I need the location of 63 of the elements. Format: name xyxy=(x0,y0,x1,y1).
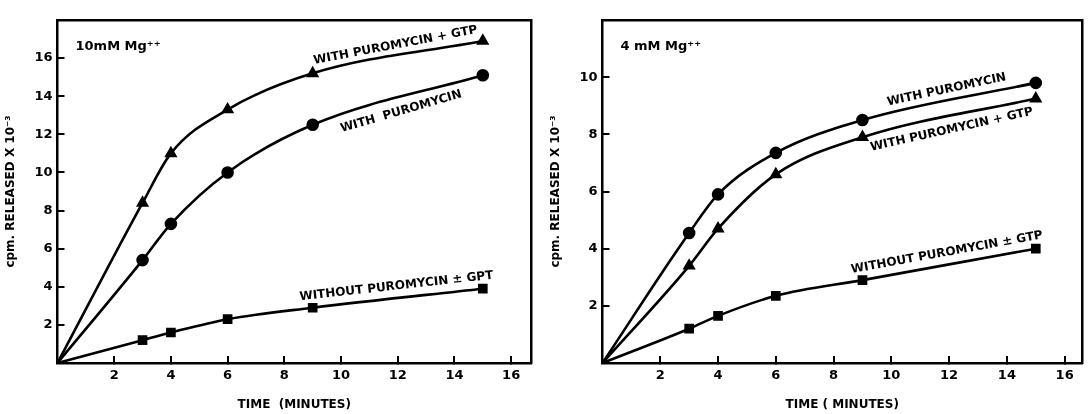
point xyxy=(683,259,695,270)
x-tick-label: 6 xyxy=(771,367,781,383)
y-tick-label: 10 xyxy=(579,68,598,84)
x-tick-label: 16 xyxy=(502,367,521,383)
x-tick-label: 2 xyxy=(109,367,119,383)
point xyxy=(1029,76,1043,90)
y-tick-label: 2 xyxy=(588,297,598,313)
point xyxy=(307,302,318,313)
x-tick-label: 6 xyxy=(223,367,233,383)
point xyxy=(712,222,724,233)
point xyxy=(856,113,869,127)
y-tick-label: 4 xyxy=(588,240,598,256)
point xyxy=(476,68,490,82)
point xyxy=(222,314,233,325)
text: 10mM Mg⁺⁺ xyxy=(75,37,161,53)
x-axis-title: TIME (MINUTES) xyxy=(237,396,351,411)
y-tick-label: 8 xyxy=(43,201,53,217)
point xyxy=(477,283,488,294)
point xyxy=(1030,92,1042,103)
x-tick-label: 10 xyxy=(331,367,351,383)
point xyxy=(1030,243,1041,254)
y-tick-label: 14 xyxy=(34,87,53,103)
text: 4 mM Mg⁺⁺ xyxy=(620,37,702,53)
y-tick-label: 4 xyxy=(43,278,53,294)
point xyxy=(856,130,869,141)
point xyxy=(164,217,178,231)
y-axis-title: cpm. RELEASED X 10⁻³ xyxy=(548,115,563,268)
point xyxy=(221,166,234,179)
x-tick-label: 14 xyxy=(445,367,464,383)
point xyxy=(857,275,868,285)
x-tick-label: 8 xyxy=(279,367,289,383)
x-tick-label: 12 xyxy=(388,367,407,383)
y-tick-label: 6 xyxy=(588,182,598,198)
point xyxy=(136,196,149,207)
y-tick-label: 12 xyxy=(34,125,53,141)
x-tick-label: 2 xyxy=(655,367,665,383)
y-tick-label: 6 xyxy=(43,240,53,256)
point xyxy=(221,103,234,114)
point xyxy=(477,34,489,45)
y-tick-label: 16 xyxy=(34,49,53,65)
x-tick-label: 16 xyxy=(1055,367,1074,383)
point xyxy=(770,290,781,301)
point xyxy=(769,146,783,160)
point xyxy=(682,226,696,240)
y-tick-label: 10 xyxy=(34,163,53,179)
x-tick-label: 8 xyxy=(829,367,839,383)
point xyxy=(713,311,723,321)
text: WITHOUT PUROMYCIN ± GPT xyxy=(298,267,495,304)
point xyxy=(306,118,319,132)
y-tick-label: 2 xyxy=(43,316,53,332)
y-tick-label: 8 xyxy=(588,125,598,141)
x-tick-label: 10 xyxy=(882,367,901,383)
y-axis-title: cpm. RELEASED X 10⁻³ xyxy=(3,115,18,268)
point xyxy=(137,335,148,345)
point xyxy=(166,327,176,338)
x-tick-label: 14 xyxy=(997,367,1016,383)
x-tick-label: 4 xyxy=(166,367,176,383)
x-tick-label: 4 xyxy=(713,367,723,383)
point xyxy=(136,253,149,267)
point xyxy=(711,188,725,201)
point xyxy=(684,323,694,334)
x-tick-label: 12 xyxy=(940,367,959,383)
x-axis-title: TIME ( MINUTES) xyxy=(785,396,899,411)
